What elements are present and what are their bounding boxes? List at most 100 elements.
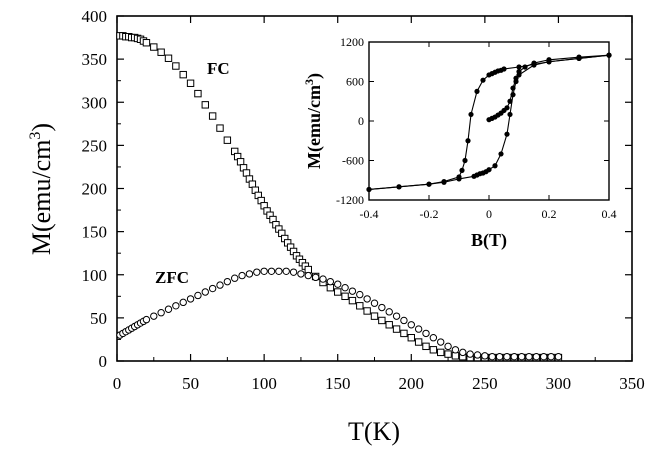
inset-x-tick-label: 0 bbox=[486, 207, 492, 221]
zfc-data-point bbox=[179, 298, 187, 307]
inset-data-point bbox=[507, 111, 513, 118]
zfc-data-point bbox=[451, 346, 460, 354]
zfc-data-point bbox=[459, 348, 467, 357]
fc-data-point bbox=[236, 158, 245, 166]
fc-data-point bbox=[437, 348, 445, 357]
zfc-data-point bbox=[473, 351, 482, 359]
main-y-tick-label: 0 bbox=[99, 352, 108, 371]
main-y-tick-label: 50 bbox=[90, 309, 107, 328]
main-y-tick-label: 200 bbox=[82, 180, 108, 199]
inset-data-point bbox=[456, 176, 462, 182]
zfc-data-point bbox=[547, 352, 555, 361]
fc-data-point bbox=[326, 283, 335, 292]
zfc-data-point bbox=[392, 312, 401, 320]
zfc-data-point bbox=[326, 277, 335, 286]
main-x-tick-label: 250 bbox=[472, 374, 498, 393]
inset-hysteresis-line bbox=[368, 54, 610, 191]
fc-data-point bbox=[164, 54, 173, 62]
inset-data-point bbox=[513, 78, 519, 85]
zfc-data-point bbox=[172, 302, 180, 310]
fc-data-point bbox=[208, 112, 217, 120]
inset-data-point bbox=[606, 52, 612, 58]
inset-data-point bbox=[531, 62, 537, 68]
zfc-data-point bbox=[194, 291, 202, 300]
zfc-data-point bbox=[370, 299, 379, 307]
inset-y-axis-label-sup: 3 bbox=[302, 79, 316, 85]
fc-data-point bbox=[194, 89, 202, 98]
zfc-data-point bbox=[422, 329, 430, 338]
zfc-data-point bbox=[208, 284, 217, 293]
zfc-data-point bbox=[341, 283, 349, 292]
zfc-data-point bbox=[466, 350, 474, 358]
inset-x-tick-label: -0.2 bbox=[420, 207, 439, 221]
zfc-data-point bbox=[554, 352, 563, 361]
inset-series-group bbox=[366, 52, 612, 193]
zfc-data-point bbox=[334, 280, 342, 288]
fc-data-point bbox=[356, 302, 364, 310]
zfc-data-point bbox=[289, 268, 298, 276]
zfc-data-point bbox=[186, 295, 195, 303]
main-y-axis-label-base: M(emu/cm bbox=[27, 140, 56, 256]
zfc-data-point bbox=[400, 316, 408, 325]
zfc-data-point bbox=[267, 267, 276, 275]
inset-x-tick-label: 0.2 bbox=[542, 207, 557, 221]
zfc-data-point bbox=[414, 325, 423, 333]
inset-data-point bbox=[504, 105, 510, 111]
main-y-axis-label: M(emu/cm3) bbox=[27, 123, 56, 255]
inset-data-point bbox=[486, 167, 492, 173]
inset-data-point bbox=[459, 167, 465, 173]
main-y-tick-label: 150 bbox=[82, 223, 108, 242]
zfc-data-point bbox=[429, 334, 438, 342]
fc-data-point bbox=[201, 101, 209, 109]
fc-data-point bbox=[363, 307, 371, 315]
inset-x-tick-label: -0.4 bbox=[360, 207, 379, 221]
fc-data-point bbox=[223, 136, 232, 144]
fc-data-point bbox=[341, 292, 349, 301]
zfc-data-point bbox=[297, 270, 305, 278]
inset-data-point bbox=[516, 72, 522, 78]
inset-data-point bbox=[498, 151, 504, 157]
fc-data-point bbox=[378, 316, 386, 325]
main-x-tick-label: 300 bbox=[546, 374, 572, 393]
inset-y-tick-label: 1200 bbox=[340, 35, 364, 49]
fc-data-point bbox=[242, 169, 251, 177]
fc-data-point bbox=[407, 334, 415, 342]
zfc-data-point bbox=[348, 287, 357, 295]
zfc-data-point bbox=[216, 281, 224, 289]
fc-data-point bbox=[392, 325, 401, 333]
inset-y-tick-label: 600 bbox=[346, 75, 364, 89]
inset-data-point bbox=[510, 92, 516, 98]
fc-data-point bbox=[304, 265, 312, 274]
inset-y-axis-label-end: ) bbox=[304, 73, 325, 79]
zfc-data-point bbox=[407, 321, 415, 329]
fc-data-point bbox=[400, 329, 408, 338]
fc-data-point bbox=[172, 62, 180, 70]
zfc-data-point bbox=[488, 352, 496, 361]
inset-data-point bbox=[474, 88, 480, 94]
fc-data-point bbox=[334, 288, 342, 296]
zfc-data-point bbox=[481, 352, 489, 360]
inset-data-point bbox=[546, 59, 552, 65]
inset-data-point bbox=[426, 181, 432, 187]
fc-data-point bbox=[157, 48, 165, 56]
inset-y-tick-label: -600 bbox=[342, 154, 364, 168]
fc-data-point bbox=[216, 124, 224, 132]
zfc-data-point bbox=[253, 268, 261, 276]
fc-data-point bbox=[348, 296, 357, 305]
zfc-data-point bbox=[150, 312, 158, 320]
zfc-data-point bbox=[540, 352, 548, 361]
fc-data-point bbox=[186, 79, 195, 87]
zfc-data-point bbox=[231, 274, 239, 282]
inset-data-point bbox=[441, 179, 447, 185]
main-y-tick-label: 250 bbox=[82, 136, 108, 155]
inset-data-point bbox=[486, 72, 492, 78]
zfc-data-point bbox=[157, 309, 165, 317]
fc-data-point bbox=[370, 312, 379, 320]
fc-data-point bbox=[385, 321, 393, 329]
main-series-group bbox=[116, 32, 563, 362]
main-x-tick-label: 50 bbox=[182, 374, 199, 393]
inset-data-point bbox=[462, 157, 468, 164]
zfc-data-point bbox=[510, 352, 518, 361]
zfc-data-point bbox=[517, 352, 526, 361]
